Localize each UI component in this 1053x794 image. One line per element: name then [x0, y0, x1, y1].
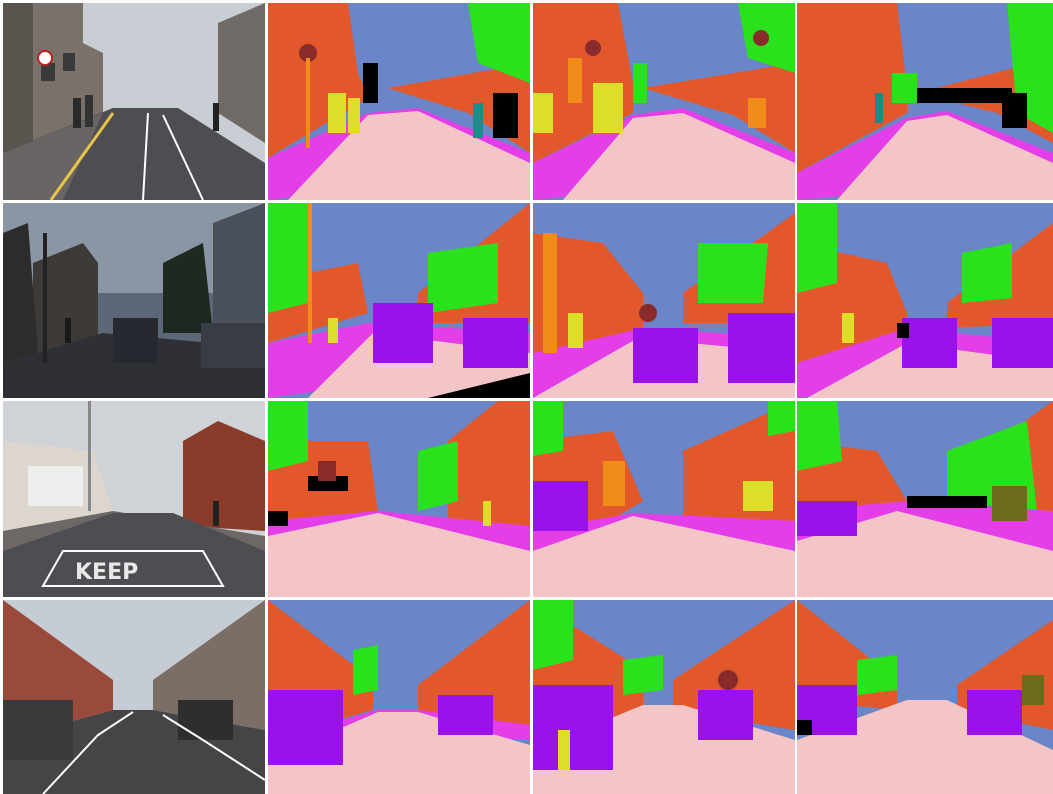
row4-input-photo [3, 600, 265, 794]
row2-segmentation-a [268, 203, 530, 398]
row2-segmentation-c [797, 203, 1053, 398]
row3-segmentation-c [797, 401, 1053, 597]
row4-segmentation-c [797, 600, 1053, 794]
row3-segmentation-a [268, 401, 530, 597]
row2-segmentation-b [533, 203, 795, 398]
row1-segmentation-c [797, 3, 1053, 200]
row3-segmentation-b [533, 401, 795, 597]
row3-input-photo: KEEP [3, 401, 265, 597]
row1-input-photo [3, 3, 265, 200]
row4-segmentation-a [268, 600, 530, 794]
row1-segmentation-b [533, 3, 795, 200]
row4-segmentation-b [533, 600, 795, 794]
row1-segmentation-a [268, 3, 530, 200]
row2-input-photo [3, 203, 265, 398]
road-marking-keep: KEEP [75, 560, 138, 585]
